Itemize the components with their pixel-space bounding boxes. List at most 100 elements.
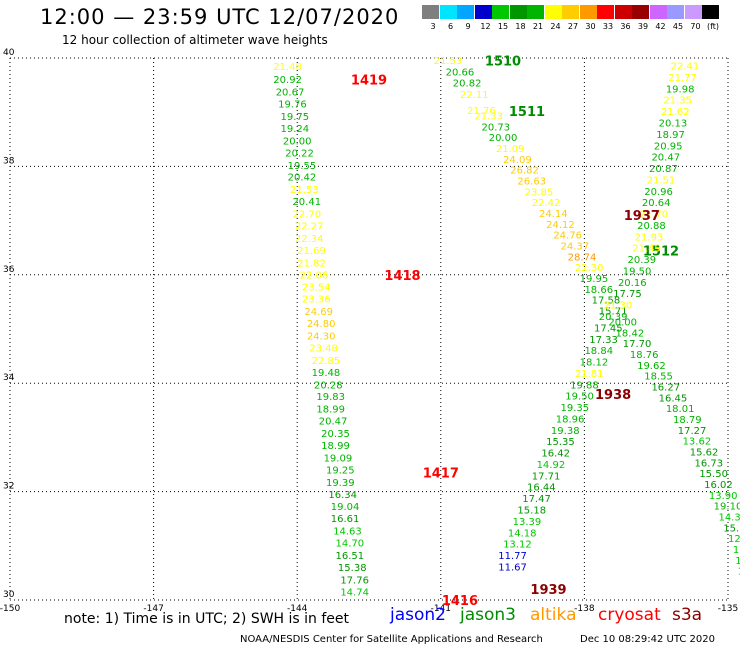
swh-value-label: 14.74: [340, 587, 369, 598]
swh-value-label: 17.33: [589, 335, 618, 346]
y-tick-label: 32: [3, 482, 14, 492]
swh-value-label: 12.54: [728, 534, 740, 545]
swh-value-label: 15.50: [699, 469, 728, 480]
swh-value-label: 21.33: [474, 111, 503, 122]
swh-value-label: 20.87: [649, 164, 678, 175]
swh-value-label: 22.42: [532, 198, 561, 209]
pass-time-label: 1510: [485, 55, 521, 70]
swh-value-label: 19.39: [326, 478, 355, 489]
swh-value-label: 20.39: [599, 312, 628, 323]
swh-value-label: 16.27: [651, 382, 680, 393]
swh-value-label: 14.92: [537, 460, 566, 471]
swh-value-label: 19.35: [561, 403, 590, 414]
swh-value-label: 21.53: [290, 185, 319, 196]
swh-value-label: 22.30: [575, 263, 604, 274]
swh-value-label: 13.39: [513, 517, 542, 528]
swh-value-label: 19.24: [280, 124, 309, 135]
legend-swatch: [527, 5, 544, 19]
legend-swatch: [544, 5, 562, 19]
legend-tick-label: 21: [532, 22, 544, 31]
swh-value-label: 21.30: [604, 301, 633, 312]
legend-tick-label: 42: [655, 22, 666, 31]
swh-value-label: 20.16: [618, 278, 647, 289]
swh-value-label: 15.35: [546, 437, 575, 448]
y-tick-label: 30: [3, 590, 15, 600]
swh-value-label: 19.76: [278, 100, 307, 111]
swh-value-label: 20.47: [319, 417, 348, 428]
footer-note: note: 1) Time is in UTC; 2) SWH is in fe…: [64, 611, 350, 627]
x-tick-label: -147: [143, 604, 163, 614]
legend-swatch: [422, 5, 439, 19]
swh-value-label: 20.22: [285, 148, 314, 159]
swh-value-label: 18.76: [630, 350, 659, 361]
pass-time-label: 1939: [530, 583, 566, 598]
swh-value-label: 15.11: [723, 523, 740, 534]
swh-value-label: 22.11: [460, 90, 489, 101]
swh-value-label: 12.90: [733, 545, 740, 556]
swh-value-label: 20.66: [446, 68, 475, 79]
swh-value-label: 20.28: [314, 380, 343, 391]
swh-value-label: 15.71: [599, 307, 628, 318]
legend-tick-label: 9: [465, 22, 471, 31]
legend-tick-label: 27: [567, 22, 579, 31]
swh-value-label: 21.82: [297, 258, 326, 269]
swh-value-label: 20.47: [651, 153, 680, 164]
pass-time-label: 1938: [595, 388, 631, 403]
swh-value-label: 19.04: [331, 502, 360, 513]
swh-value-label: 11.77: [498, 551, 527, 562]
swh-value-label: 20.95: [654, 141, 683, 152]
legend-swatch: [474, 5, 492, 19]
legend-tick-label: 24: [550, 22, 561, 31]
legend-tick-label: (ft): [706, 22, 720, 31]
swh-value-label: 20.88: [637, 221, 666, 232]
swh-value-label: 18.66: [584, 285, 613, 296]
y-tick-label: 34: [3, 373, 15, 383]
legend-swatch: [632, 5, 649, 19]
legend-tick-label: 15: [497, 22, 509, 31]
swh-value-label: 17.27: [678, 426, 707, 437]
pass-time-label: 1416: [442, 594, 478, 609]
swh-value-label: 20.00: [608, 317, 637, 328]
swh-value-label: 14.63: [333, 527, 362, 538]
legend-swatch: [457, 5, 474, 19]
x-tick-label: -150: [0, 604, 20, 614]
swh-value-label: 23.54: [302, 283, 331, 294]
swh-value-label: 11.67: [498, 562, 527, 573]
swh-value-label: 16.73: [695, 458, 724, 469]
swh-value-label: 17.45: [594, 323, 623, 334]
chart-title: 12:00 — 23:59 UTC 12/07/2020: [40, 5, 400, 29]
swh-value-label: 12.00: [735, 556, 740, 567]
swh-value-label: 19.50: [565, 392, 594, 403]
swh-value-label: 17.47: [522, 494, 551, 505]
swh-value-label: 18.12: [580, 358, 609, 369]
credit-line: NOAA/NESDIS Center for Satellite Applica…: [240, 634, 543, 645]
legend-tick-label: 30: [585, 22, 596, 31]
swh-value-label: 18.84: [584, 346, 613, 357]
swh-value-label: 21.76: [467, 106, 496, 117]
swh-value-label: 20.42: [288, 173, 317, 184]
swh-value-label: 14.70: [336, 539, 365, 550]
pass-time-label: 1511: [509, 105, 545, 120]
swh-value-label: 13.62: [683, 437, 712, 448]
swh-value-label: 21.09: [496, 144, 525, 155]
swh-value-label: 20.82: [453, 78, 482, 89]
swh-value-label: 21.77: [668, 73, 697, 84]
swh-value-label: 24.80: [307, 319, 336, 330]
swh-value-label: 20.67: [276, 88, 305, 99]
pass-time-label: 1417: [423, 467, 459, 482]
swh-value-label: 18.99: [321, 441, 350, 452]
legend-swatch: [684, 5, 702, 19]
legend-swatch: [667, 5, 684, 19]
legend-tick-label: 36: [620, 22, 631, 31]
swh-value-label: 17.58: [592, 296, 621, 307]
swh-value-label: 19.48: [312, 368, 341, 379]
legend-s3a: s3a: [672, 605, 703, 625]
swh-value-label: 19.62: [637, 361, 666, 372]
legend-altika: altika: [530, 605, 577, 625]
swh-value-label: 22.70: [292, 210, 321, 221]
swh-value-label: 21.35: [663, 96, 692, 107]
swh-value-label: 18.01: [666, 404, 695, 415]
legend-swatch: [579, 5, 597, 19]
swh-value-label: 19.09: [324, 453, 353, 464]
